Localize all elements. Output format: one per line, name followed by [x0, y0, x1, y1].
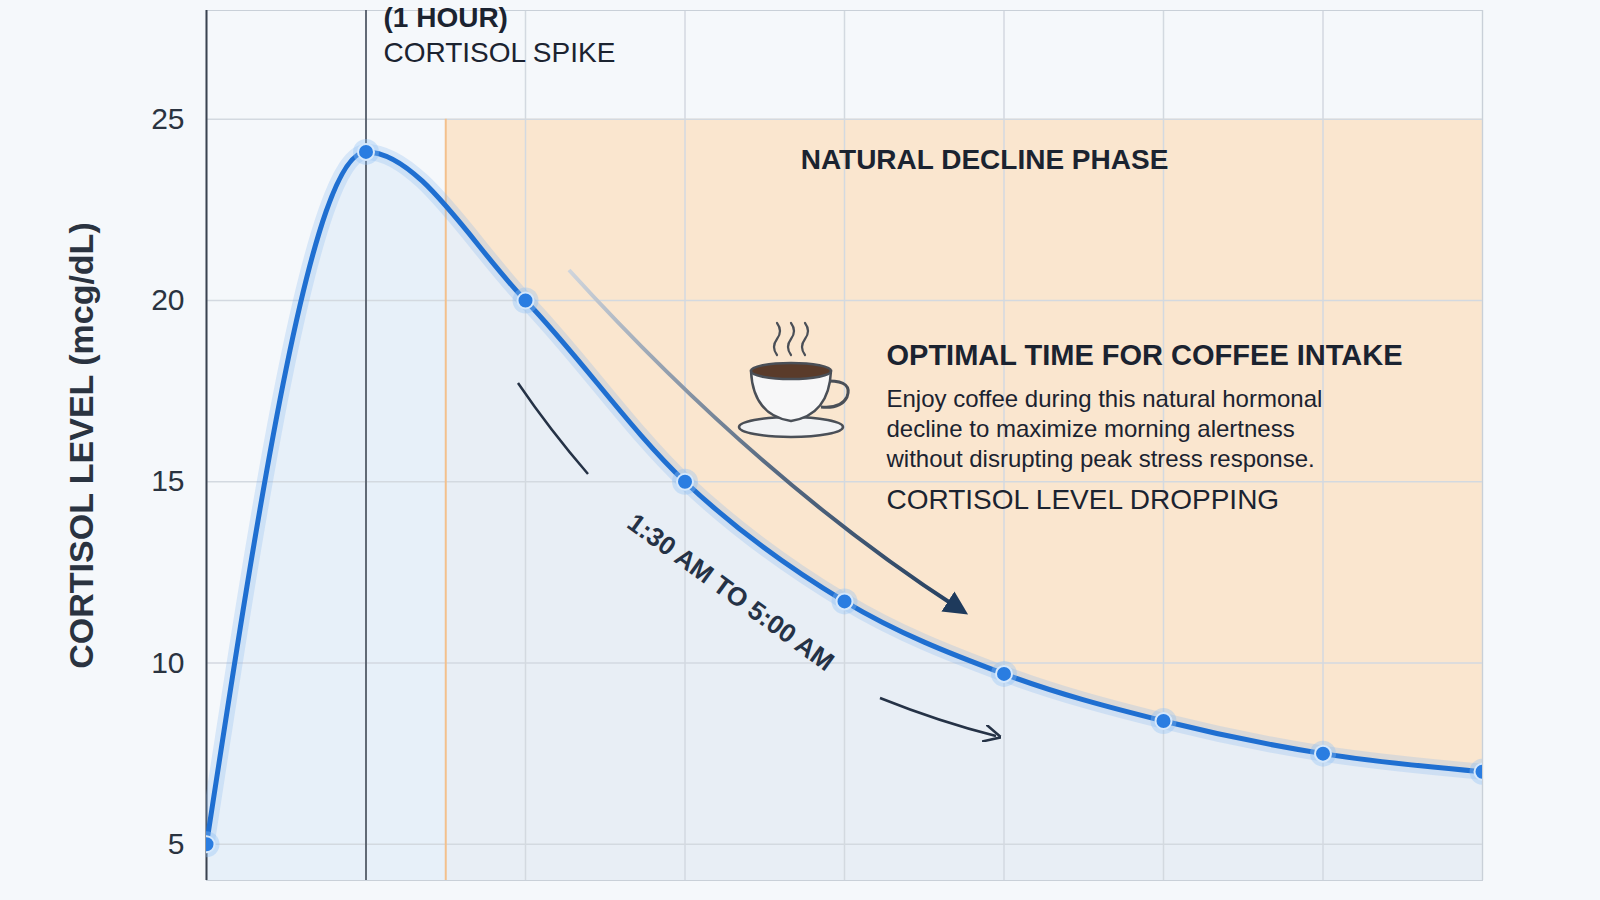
svg-text:10: 10: [151, 646, 184, 679]
svg-text:OPTIMAL TIME FOR COFFEE INTAKE: OPTIMAL TIME FOR COFFEE INTAKE: [887, 339, 1403, 371]
svg-text:1:30 AM TO 5:00 AM: 1:30 AM TO 5:00 AM: [622, 507, 840, 677]
svg-text:25: 25: [151, 102, 184, 135]
svg-text:(1 HOUR): (1 HOUR): [384, 2, 508, 33]
svg-text:CORTISOL LEVEL (mcg/dL): CORTISOL LEVEL (mcg/dL): [62, 222, 100, 668]
svg-text:CORTISOL LEVEL DROPPING: CORTISOL LEVEL DROPPING: [887, 484, 1280, 515]
svg-text:Enjoy coffee during this natur: Enjoy coffee during this natural hormona…: [886, 385, 1323, 472]
svg-text:15: 15: [151, 464, 184, 497]
svg-text:CORTISOL SPIKE: CORTISOL SPIKE: [384, 37, 616, 68]
svg-text:5: 5: [168, 827, 185, 860]
svg-text:NATURAL DECLINE PHASE: NATURAL DECLINE PHASE: [801, 144, 1169, 175]
svg-text:20: 20: [151, 283, 184, 316]
